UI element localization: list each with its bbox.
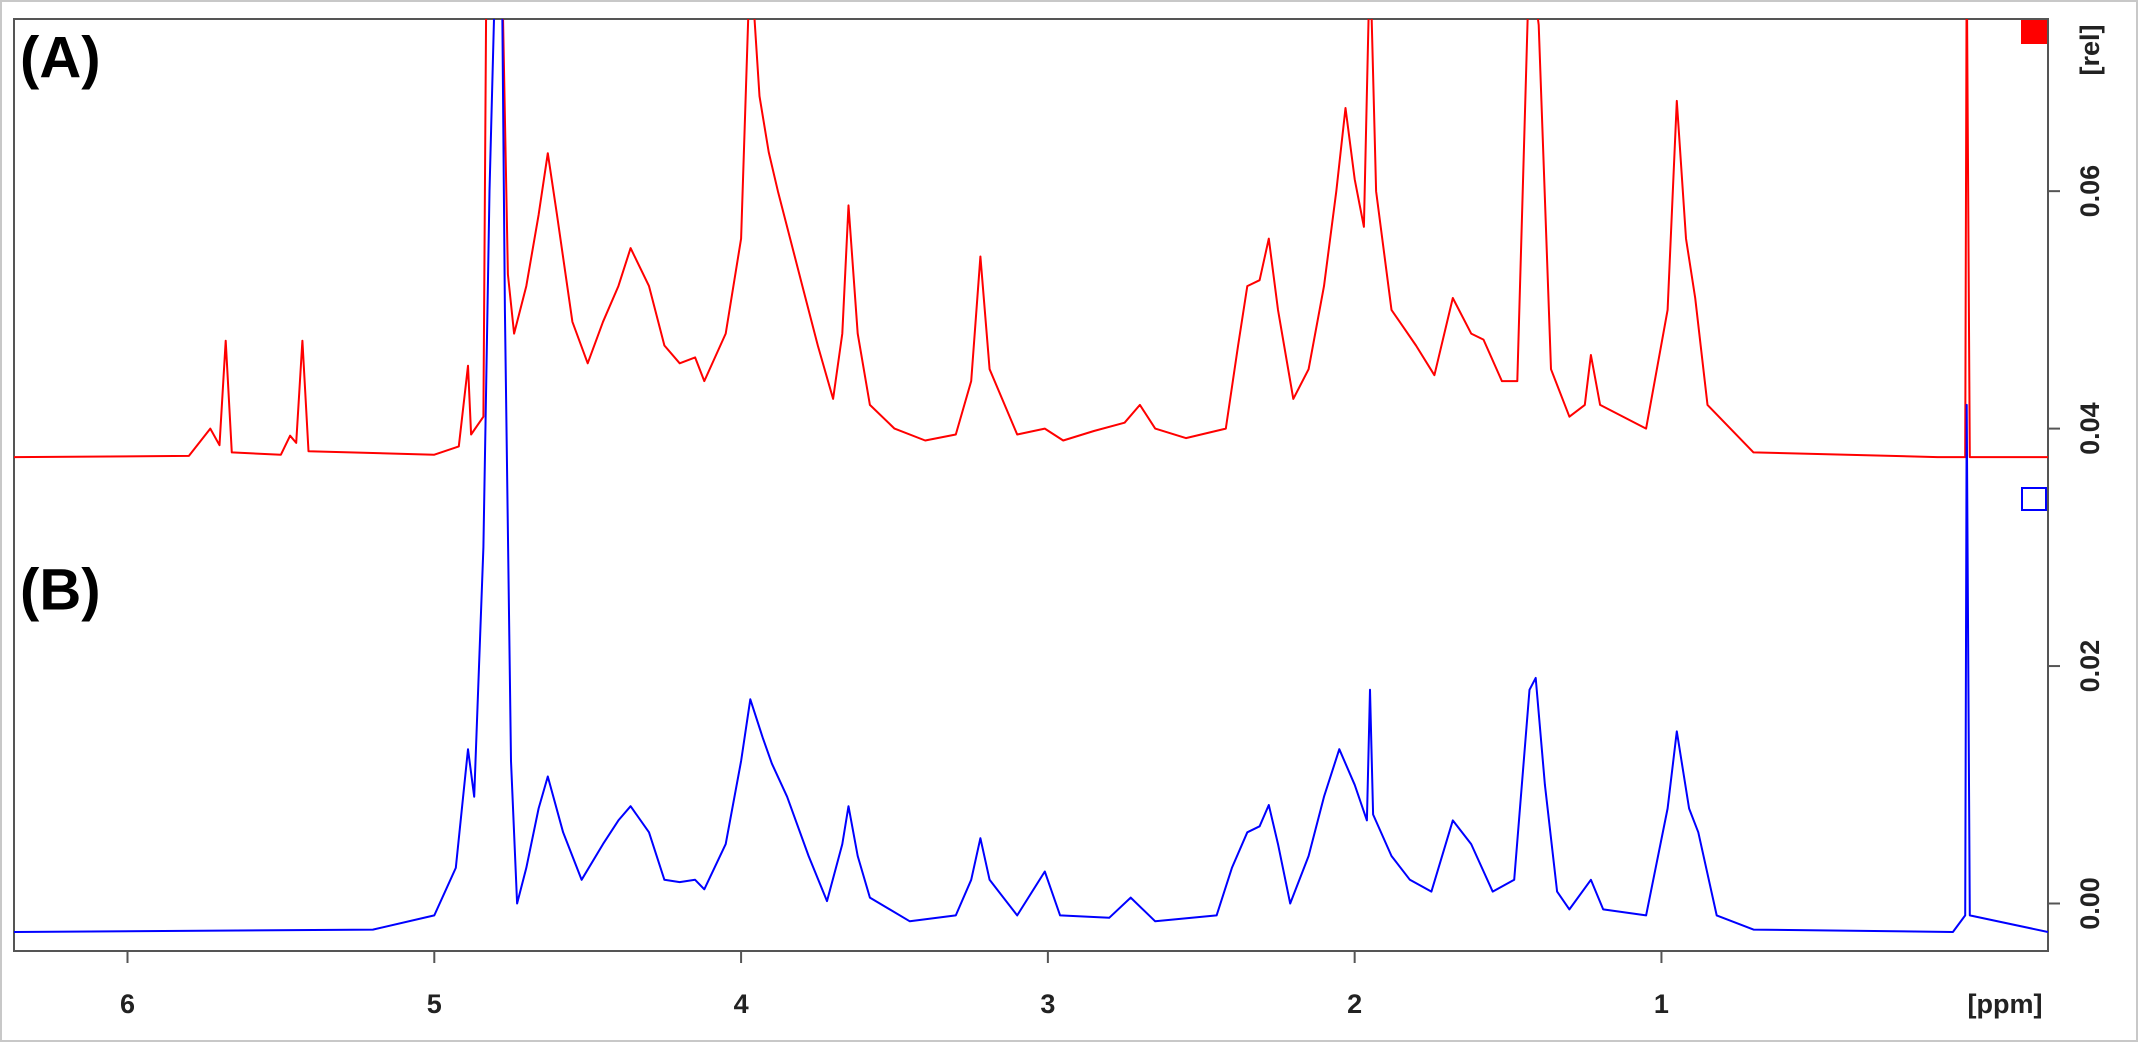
- x-tick-label: 5: [427, 989, 442, 1019]
- x-tick-label: 3: [1040, 989, 1055, 1019]
- x-tick-label: 2: [1347, 989, 1362, 1019]
- y-tick-label: 0.02: [2075, 640, 2105, 693]
- series-label: (B): [20, 557, 101, 622]
- y-tick-label: 0.06: [2075, 165, 2105, 218]
- series-label: (A): [20, 25, 101, 90]
- series-marker: [2021, 20, 2047, 44]
- spectrum-line: [14, 19, 2048, 459]
- y-tick-label: 0.00: [2075, 877, 2105, 930]
- x-tick-label: 6: [120, 989, 135, 1019]
- plot-frame: [13, 18, 2049, 952]
- spectrum-line: [14, 19, 2048, 933]
- y-tick-label: 0.04: [2075, 402, 2105, 455]
- spectra: [14, 19, 2048, 933]
- series-marker: [2021, 487, 2047, 511]
- x-tick-label: 1: [1654, 989, 1669, 1019]
- x-axis-label: [ppm]: [1968, 989, 2043, 1019]
- y-axis-label: [rel]: [2075, 24, 2105, 75]
- x-tick-label: 4: [734, 989, 749, 1019]
